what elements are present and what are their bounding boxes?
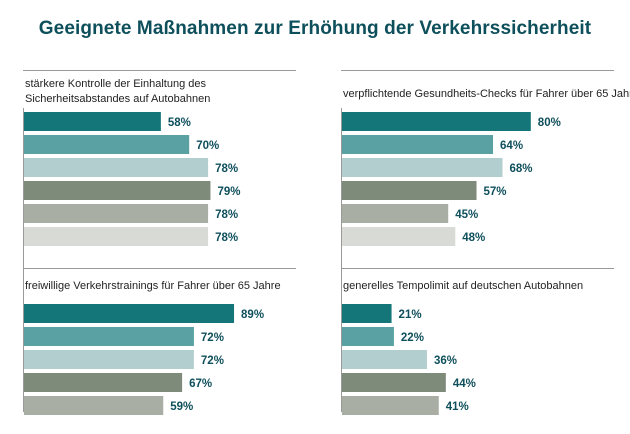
bar-1 bbox=[24, 112, 161, 131]
chart-title: Geeignete Maßnahmen zur Erhöhung der Ver… bbox=[38, 18, 592, 39]
bar-4 bbox=[24, 373, 183, 392]
bar-value-label: 45% bbox=[455, 209, 478, 221]
bar-value-label: 72% bbox=[201, 332, 224, 344]
bar-value-label: 78% bbox=[215, 232, 238, 244]
bar-1 bbox=[342, 112, 531, 131]
bar-2 bbox=[342, 135, 494, 154]
bar-3 bbox=[342, 158, 503, 177]
panel-label: verpflichtende Gesundheits-Checks für Fa… bbox=[343, 88, 630, 100]
bar-value-label: 67% bbox=[189, 378, 212, 390]
bar-value-label: 72% bbox=[201, 355, 224, 367]
panel-label: freiwillige Verkehrstrainings für Fahrer… bbox=[25, 280, 281, 292]
bar-value-label: 78% bbox=[215, 163, 238, 175]
bar-chart-verkehrstrainings: 89% 72% 72% 67% 59% bbox=[24, 304, 264, 415]
bar-value-label: 80% bbox=[538, 117, 561, 129]
bar-6 bbox=[24, 227, 209, 246]
bar-2 bbox=[24, 135, 190, 154]
bar-value-label: 68% bbox=[509, 163, 532, 175]
bar-1 bbox=[24, 304, 235, 323]
panel-rule bbox=[341, 268, 614, 269]
bar-2 bbox=[24, 327, 194, 346]
bar-5 bbox=[342, 396, 439, 415]
bar-value-label: 22% bbox=[401, 332, 424, 344]
panel-label: stärkere Kontrolle der Einhaltung des Si… bbox=[25, 78, 211, 105]
panel-axis bbox=[23, 108, 24, 318]
bar-value-label: 57% bbox=[484, 186, 507, 198]
bar-value-label: 79% bbox=[217, 186, 240, 198]
bar-3 bbox=[24, 158, 209, 177]
bar-5 bbox=[24, 204, 209, 223]
bar-value-label: 36% bbox=[434, 355, 457, 367]
bar-5 bbox=[24, 396, 164, 415]
panel-rule bbox=[23, 268, 296, 269]
bar-chart-tempolimit: 21% 22% 36% 44% 41% bbox=[342, 304, 476, 415]
bar-5 bbox=[342, 204, 449, 223]
bar-3 bbox=[342, 350, 427, 369]
panel-axis bbox=[341, 108, 342, 318]
bar-value-label: 48% bbox=[462, 232, 485, 244]
bar-value-label: 21% bbox=[399, 309, 422, 321]
bar-value-label: 59% bbox=[170, 401, 193, 413]
panel-rule bbox=[341, 70, 614, 71]
bar-value-label: 58% bbox=[168, 117, 191, 129]
bar-4 bbox=[342, 373, 446, 392]
bar-6 bbox=[342, 227, 456, 246]
bar-value-label: 41% bbox=[446, 401, 469, 413]
panel-axis bbox=[23, 298, 24, 412]
bar-4 bbox=[24, 181, 211, 200]
panel-label: generelles Tempolimit auf deutschen Auto… bbox=[343, 280, 584, 292]
panel-rule bbox=[23, 70, 296, 71]
bar-value-label: 44% bbox=[453, 378, 476, 390]
bar-3 bbox=[24, 350, 194, 369]
bar-2 bbox=[342, 327, 394, 346]
panel-axis bbox=[341, 298, 342, 412]
bar-value-label: 64% bbox=[500, 140, 523, 152]
bar-1 bbox=[342, 304, 392, 323]
bar-4 bbox=[342, 181, 477, 200]
bar-value-label: 89% bbox=[241, 309, 264, 321]
bar-value-label: 78% bbox=[215, 209, 238, 221]
bar-value-label: 70% bbox=[196, 140, 219, 152]
bar-chart-sicherheitsabstand: 58% 70% 78% 79% 78% 78% bbox=[24, 112, 240, 246]
bar-chart-gesundheits-checks: 80% 64% 68%57% 45% 48% bbox=[342, 112, 561, 246]
